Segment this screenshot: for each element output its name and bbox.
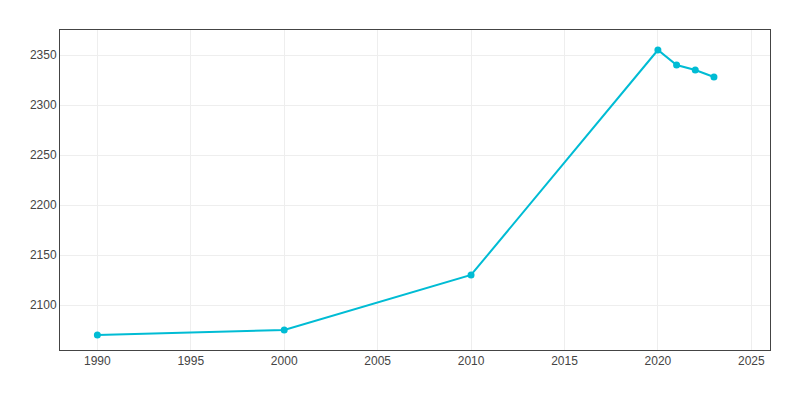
svg-text:2020: 2020 [645,354,672,368]
svg-text:1995: 1995 [177,354,204,368]
svg-text:2000: 2000 [271,354,298,368]
svg-text:2300: 2300 [30,98,57,112]
svg-text:2005: 2005 [364,354,391,368]
svg-text:2150: 2150 [30,248,57,262]
svg-text:2100: 2100 [30,298,57,312]
svg-text:2015: 2015 [551,354,578,368]
svg-text:1990: 1990 [84,354,111,368]
svg-text:2025: 2025 [738,354,765,368]
svg-text:2200: 2200 [30,198,57,212]
svg-text:2250: 2250 [30,148,57,162]
svg-text:2010: 2010 [458,354,485,368]
svg-text:2350: 2350 [30,48,57,62]
